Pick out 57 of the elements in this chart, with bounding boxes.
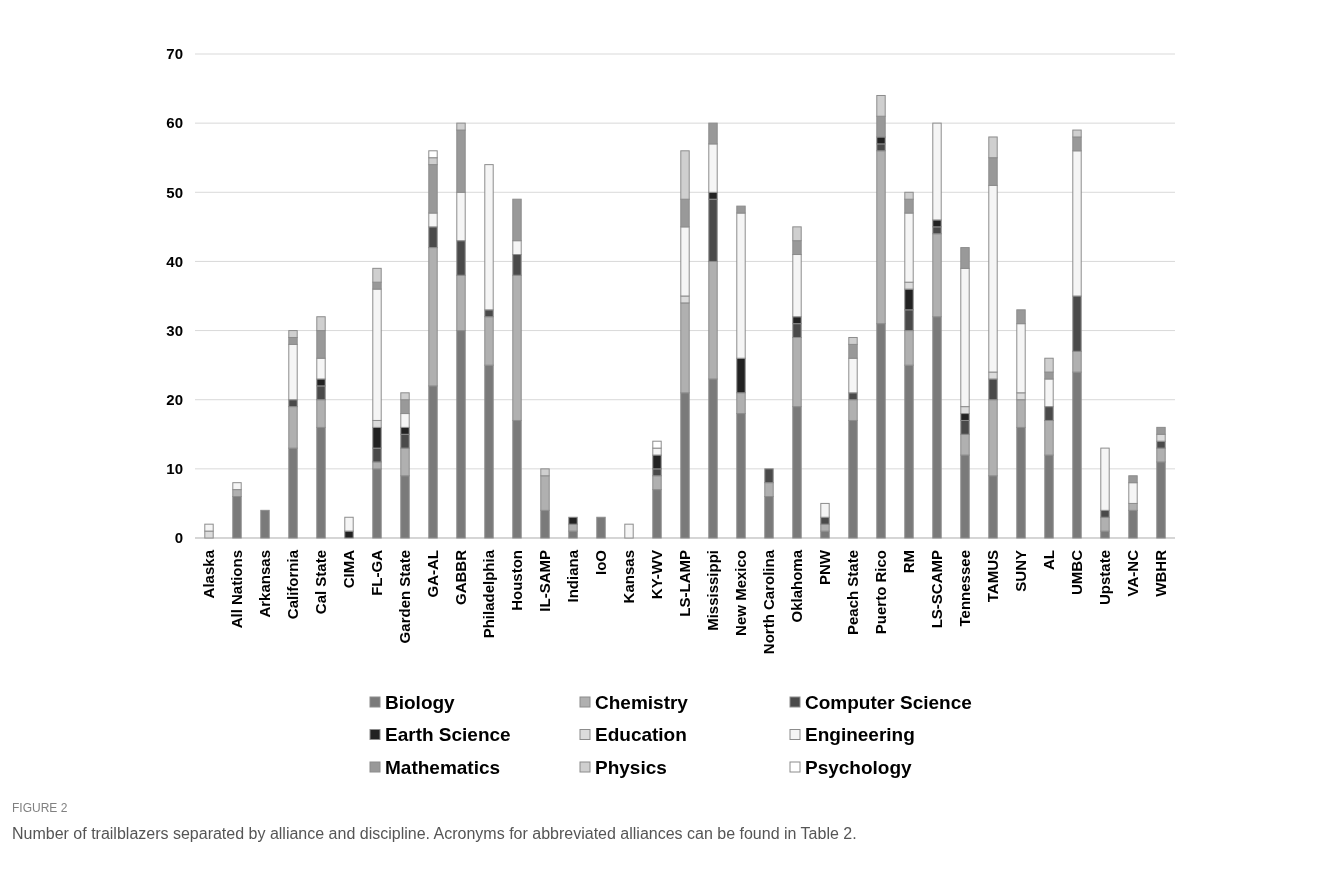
legend-label: Physics bbox=[595, 756, 667, 778]
x-tick-label: IoO bbox=[592, 549, 610, 575]
legend-label: Earth Science bbox=[385, 724, 511, 746]
x-tick-label: GA-AL bbox=[424, 550, 442, 598]
bar bbox=[624, 523, 634, 539]
x-tick-label: Garden State bbox=[396, 550, 414, 644]
x-tick-label: CIMA bbox=[340, 549, 358, 589]
x-tick-label: KY-WV bbox=[648, 550, 666, 600]
x-tick-label: Mississippi bbox=[704, 550, 722, 631]
x-tick-label: GABBR bbox=[452, 549, 470, 605]
x-tick-label: Kansas bbox=[620, 550, 638, 604]
x-tick-label: Peach State bbox=[844, 550, 862, 636]
x-tick-label: TAMUS bbox=[984, 550, 1002, 603]
y-tick-label: 0 bbox=[174, 529, 183, 547]
legend-label: Mathematics bbox=[385, 756, 501, 778]
x-tick-label: RM bbox=[900, 550, 918, 574]
x-tick-label: SUNY bbox=[1012, 550, 1030, 592]
text: Number of trailblazers separated by alliance and discipline. Acronyms for abbreviated alliances can be found in Table 2. bbox=[12, 825, 857, 842]
y-tick-label: 50 bbox=[166, 183, 183, 201]
x-tick-label: Indiana bbox=[564, 549, 582, 603]
x-tick-label: Alaska bbox=[200, 549, 218, 599]
bar bbox=[260, 509, 270, 539]
x-tick-label: All Nations bbox=[228, 550, 246, 629]
x-tick-label: LS-SCAMP bbox=[928, 550, 946, 629]
x-tick-label: Philadelphia bbox=[480, 549, 498, 639]
x-tick-label: IL-SAMP bbox=[536, 550, 554, 612]
x-tick-label: FL-GA bbox=[368, 549, 386, 596]
x-tick-label: Arkansas bbox=[256, 550, 274, 618]
x-tick-label: Cal State bbox=[312, 550, 330, 615]
x-tick-label: California bbox=[284, 549, 302, 620]
y-tick-label: 60 bbox=[166, 114, 183, 132]
bar bbox=[596, 516, 606, 539]
legend-label: Biology bbox=[385, 691, 456, 713]
x-tick-label: PNW bbox=[816, 549, 834, 585]
y-tick-label: 30 bbox=[166, 321, 183, 339]
x-tick-label: Upstate bbox=[1096, 550, 1114, 606]
y-tick-label: 70 bbox=[166, 45, 183, 63]
legend-label: Education bbox=[595, 724, 687, 746]
x-tick-label: North Carolina bbox=[760, 549, 778, 655]
caption: FIGURE 2 bbox=[12, 801, 68, 815]
y-tick-label: 10 bbox=[166, 460, 183, 478]
x-tick-label: UMBC bbox=[1068, 549, 1086, 595]
y-tick-label: 20 bbox=[166, 390, 183, 408]
legend-label: Chemistry bbox=[595, 691, 689, 713]
x-tick-label: Puerto Rico bbox=[872, 550, 890, 635]
legend-label: Psychology bbox=[805, 756, 913, 778]
x-tick-label: Houston bbox=[508, 550, 526, 611]
y-tick-label: 40 bbox=[166, 252, 183, 270]
x-tick-label: WBHR bbox=[1152, 549, 1170, 597]
x-tick-label: AL bbox=[1040, 550, 1058, 570]
legend-label: Engineering bbox=[805, 724, 915, 746]
legend-label: Computer Science bbox=[805, 691, 972, 713]
x-tick-label: New Mexico bbox=[732, 550, 750, 636]
x-tick-label: Tennessee bbox=[956, 550, 974, 627]
x-tick-label: LS-LAMP bbox=[676, 550, 694, 617]
x-tick-label: Oklahoma bbox=[788, 549, 806, 623]
x-tick-label: VA-NC bbox=[1124, 549, 1142, 597]
